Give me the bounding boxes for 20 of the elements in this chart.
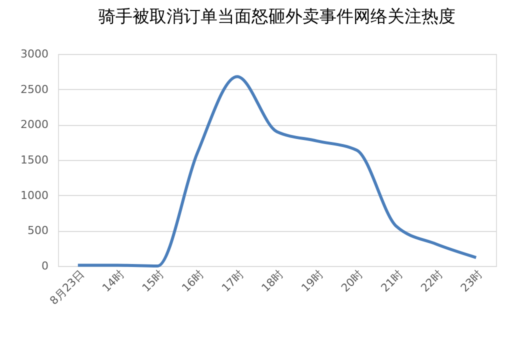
x-tick-label: 20时 [338, 268, 366, 295]
x-tick-label: 15时 [140, 268, 167, 295]
x-tick-label: 21时 [378, 268, 406, 295]
y-tick-label: 1500 [20, 154, 48, 166]
chart-title: 骑手被取消订单当面怒砸外卖事件网络关注热度 [98, 7, 456, 27]
y-tick-label: 2500 [20, 82, 48, 96]
x-tick-label: 8月23日 [47, 268, 87, 308]
x-tick-label: 23时 [458, 268, 486, 295]
y-tick-label: 0 [42, 260, 48, 272]
y-tick-label: 3000 [20, 48, 48, 60]
line-series [76, 75, 478, 268]
x-tick-label: 14时 [100, 268, 127, 295]
x-tick-label: 19时 [298, 268, 326, 295]
x-tick-label: 18时 [259, 268, 286, 295]
y-tick-label: 2000 [20, 118, 48, 132]
x-tick-label: 22时 [418, 268, 446, 295]
x-tick-label: 17时 [219, 268, 246, 295]
y-tick-label: 500 [28, 224, 48, 238]
x-tick-label: 16时 [179, 268, 206, 295]
y-tick-label: 1000 [20, 188, 48, 202]
